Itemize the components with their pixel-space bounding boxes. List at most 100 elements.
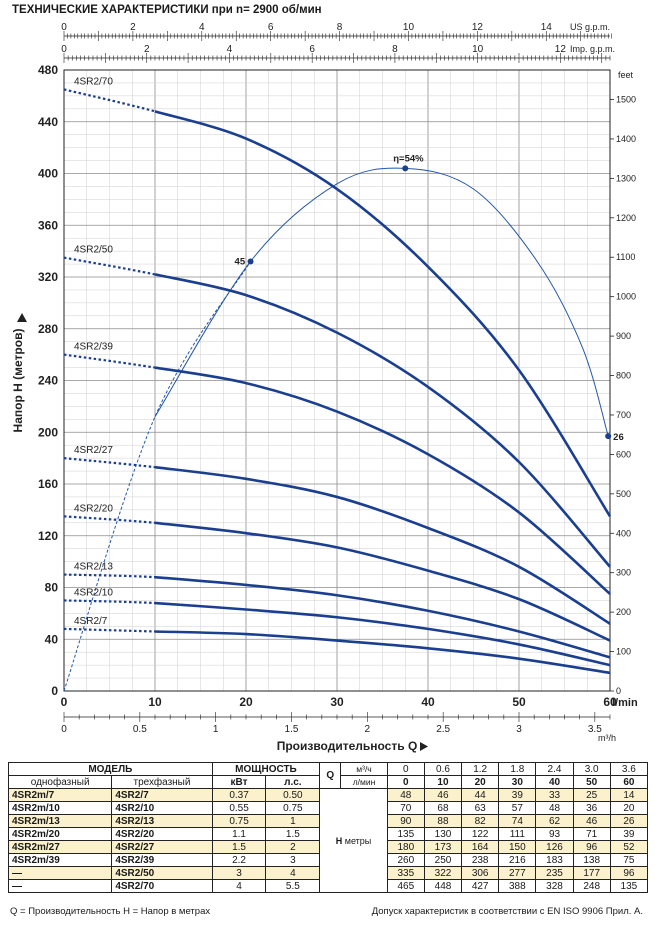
power-header: МОЩНОСТЬ xyxy=(211,762,321,776)
y-axis-title: Напор H (метров) xyxy=(11,329,25,433)
efficiency-point xyxy=(402,165,409,172)
head-value: 465 xyxy=(386,879,425,893)
model-single-phase: 4SR2m/27 xyxy=(7,840,113,854)
y-axis-arrow-icon xyxy=(17,313,27,322)
head-value: 277 xyxy=(498,866,537,880)
power-hp: 2 xyxy=(265,840,321,854)
model-single-phase: 4SR2m/13 xyxy=(7,814,113,828)
model-header: МОДЕЛЬ xyxy=(8,762,213,776)
pump-curve-dashed xyxy=(63,88,156,113)
efficiency-point xyxy=(247,258,254,265)
q-unit-lmin: л/мин xyxy=(340,775,388,789)
head-value: 39 xyxy=(498,788,537,802)
power-kw: 2.2 xyxy=(211,853,267,867)
h-unit: метры xyxy=(342,835,372,846)
page-title: ТЕХНИЧЕСКИЕ ХАРАКТЕРИСТИКИ при n= 2900 о… xyxy=(12,4,322,16)
power-kw: 4 xyxy=(211,879,267,893)
head-value: 62 xyxy=(535,814,574,828)
efficiency-curve-dashed xyxy=(63,261,251,692)
q-m3-value: 3.6 xyxy=(609,762,649,776)
head-value: 46 xyxy=(423,788,463,802)
head-value: 26 xyxy=(609,814,649,828)
feet-tick-label: 1500 xyxy=(616,94,636,104)
head-value: 46 xyxy=(572,814,611,828)
head-value: 44 xyxy=(461,788,500,802)
power-kw: 0.75 xyxy=(211,814,267,828)
head-value: 63 xyxy=(461,801,500,815)
h-letter: H xyxy=(335,835,343,846)
top-axis-tick-label: 12 xyxy=(555,44,567,55)
head-value: 135 xyxy=(386,827,425,841)
model-three-phase: 4SR2/39 xyxy=(111,853,213,867)
m3h-tick-label: 0.5 xyxy=(133,724,147,735)
head-value: 427 xyxy=(461,879,500,893)
top-axis-tick-label: 2 xyxy=(130,22,136,33)
x-tick-label: 10 xyxy=(148,695,162,709)
head-value: 20 xyxy=(609,801,649,815)
head-value: 173 xyxy=(423,840,463,854)
pump-curve-label: 4SR2/27 xyxy=(74,445,113,456)
x-tick-label: 50 xyxy=(512,695,526,709)
model-single-phase: 4SR2m/20 xyxy=(7,827,113,841)
q-lmin-value: 40 xyxy=(535,775,574,789)
top-axis-tick-label: 14 xyxy=(541,22,553,33)
y-tick-label: 440 xyxy=(38,115,58,129)
head-value: 183 xyxy=(535,853,574,867)
top-axis-tick-label: 8 xyxy=(337,22,343,33)
head-value: 164 xyxy=(461,840,500,854)
pump-curve-label: 4SR2/7 xyxy=(74,616,108,627)
y-tick-label: 200 xyxy=(38,425,58,439)
y-tick-label: 280 xyxy=(38,322,58,336)
head-value: 82 xyxy=(461,814,500,828)
head-value: 90 xyxy=(386,814,425,828)
efficiency-label: η=54% xyxy=(393,153,424,164)
top-axis-tick-label: 4 xyxy=(199,22,205,33)
pump-curve-label: 4SR2/50 xyxy=(74,245,113,256)
head-value: 96 xyxy=(572,840,611,854)
q-lmin-value: 60 xyxy=(609,775,649,789)
top-axis-tick-label: 10 xyxy=(403,22,415,33)
feet-tick-label: 400 xyxy=(616,528,631,538)
m3h-tick-label: 2.5 xyxy=(436,724,450,735)
footer-legend: Q = Производительность H = Напор в метра… xyxy=(10,906,211,917)
efficiency-curve xyxy=(154,167,609,437)
x-tick-label: 60 xyxy=(603,695,617,709)
model-three-phase: 4SR2/27 xyxy=(111,840,213,854)
power-kw: 0.55 xyxy=(211,801,267,815)
pump-curve xyxy=(154,273,611,568)
hp-header: л.с. xyxy=(265,775,321,789)
head-value: 68 xyxy=(423,801,463,815)
head-value: 48 xyxy=(535,801,574,815)
m3h-tick-label: 2 xyxy=(365,724,371,735)
top-axis-unit: US g.p.m. xyxy=(570,22,610,32)
head-value: 122 xyxy=(461,827,500,841)
head-value: 71 xyxy=(572,827,611,841)
model-single-phase: 4SR2m/7 xyxy=(7,788,113,802)
y-tick-label: 120 xyxy=(38,529,58,543)
pump-curve-label: 4SR2/10 xyxy=(74,587,113,598)
model-three-phase: 4SR2/13 xyxy=(111,814,213,828)
power-kw: 3 xyxy=(211,866,267,880)
h-label: H метры xyxy=(319,788,388,893)
model-three-phase: 4SR2/10 xyxy=(111,801,213,815)
head-value: 216 xyxy=(498,853,537,867)
table-row: —4SR2/50 3 4 335 322 306 277 235 177 96 xyxy=(7,866,649,880)
head-value: 111 xyxy=(498,827,537,841)
feet-unit-label: feet xyxy=(618,70,634,80)
power-hp: 3 xyxy=(265,853,321,867)
pump-curve xyxy=(154,601,611,667)
feet-tick-label: 1200 xyxy=(616,213,636,223)
head-value: 328 xyxy=(535,879,574,893)
y-tick-label: 480 xyxy=(38,63,58,77)
pump-curve-dashed xyxy=(63,627,156,633)
feet-tick-label: 500 xyxy=(616,489,631,499)
head-value: 335 xyxy=(386,866,425,880)
head-value: 322 xyxy=(423,866,463,880)
pump-curve xyxy=(154,630,611,675)
q-m3-value: 1.8 xyxy=(498,762,537,776)
kw-header: кВт xyxy=(211,775,267,789)
head-value: 33 xyxy=(535,788,574,802)
m3h-tick-label: 0 xyxy=(61,724,67,735)
pump-curve-label: 4SR2/70 xyxy=(74,76,113,87)
